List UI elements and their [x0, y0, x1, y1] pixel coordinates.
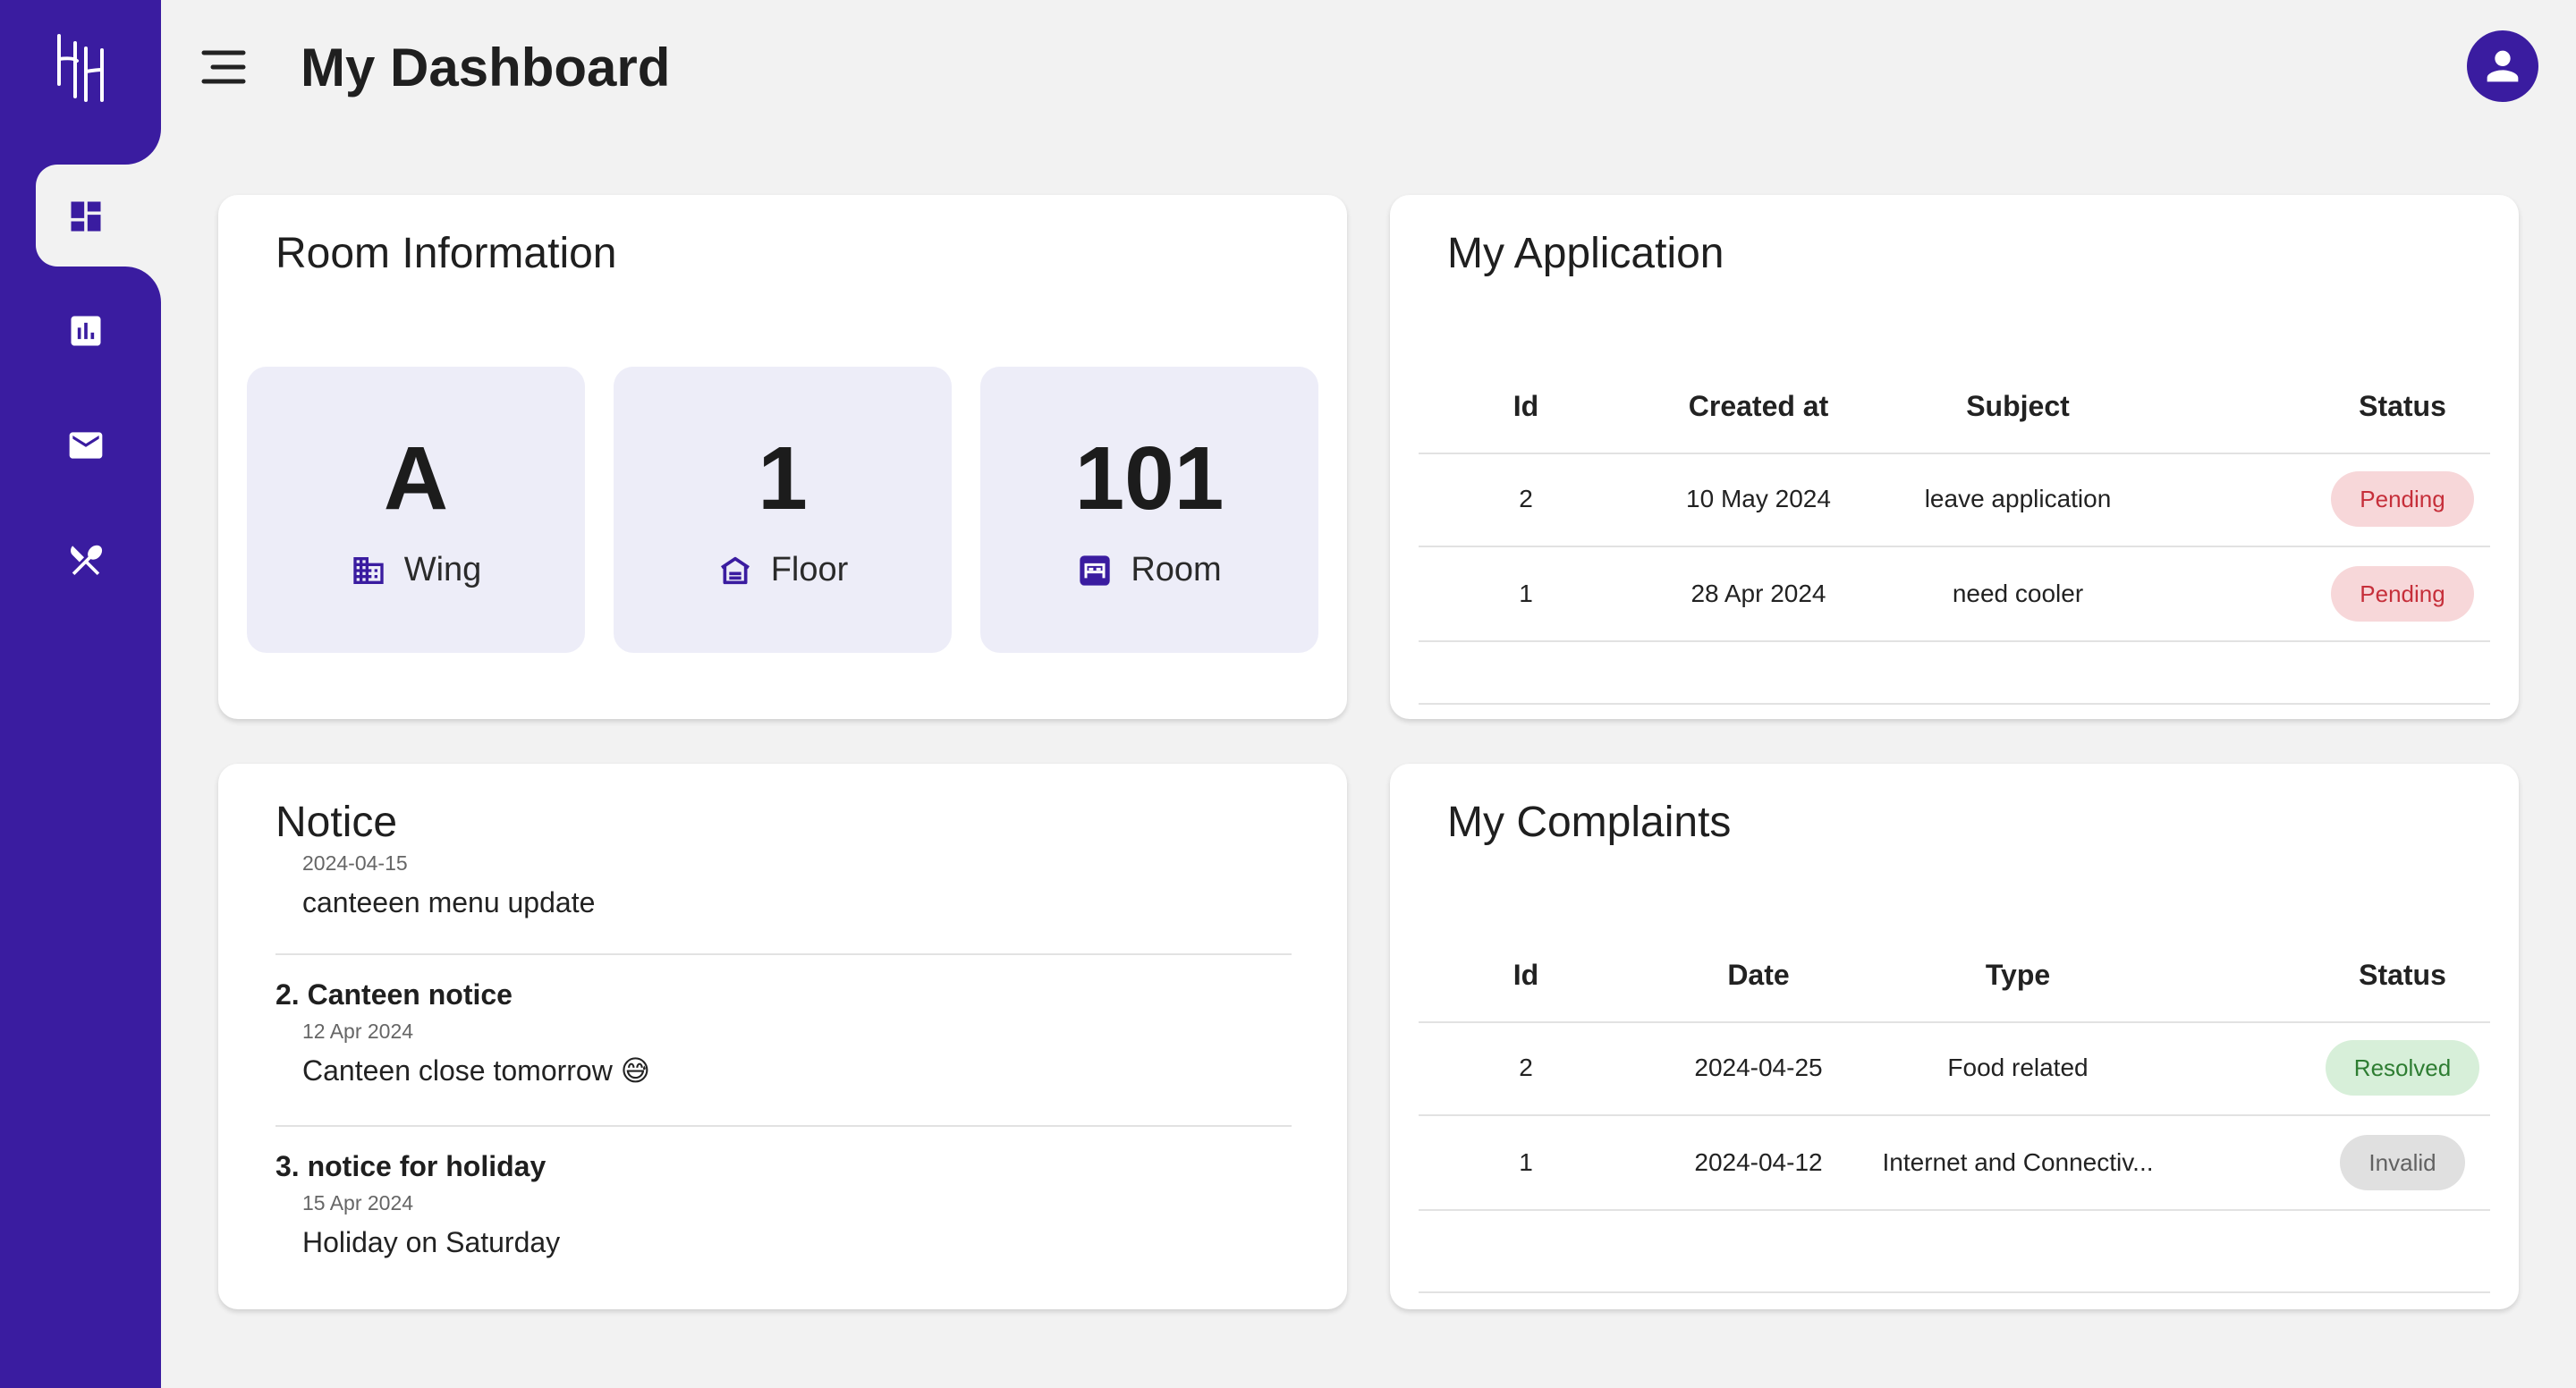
notice-date: 15 Apr 2024 — [302, 1191, 414, 1214]
notice-title: 2. Canteen notice — [275, 978, 513, 1011]
notice-date: 2024-04-15 — [302, 853, 408, 873]
cell-id: 2 — [1519, 1054, 1533, 1081]
room-tile: 101 Room — [980, 367, 1318, 653]
card-title: Notice — [275, 799, 398, 846]
building-icon — [353, 556, 384, 584]
sidebar-item-mail[interactable] — [54, 413, 118, 478]
header-status: Status — [2359, 958, 2446, 991]
header-subject: Subject — [1966, 389, 2070, 422]
cell-status: Pending — [2224, 453, 2519, 546]
notice-card: Notice 2024-04-15 canteeen menu update 2… — [218, 764, 1347, 1309]
header-type: Type — [1985, 958, 2051, 991]
status-badge: Resolved — [2325, 1040, 2480, 1096]
mail-icon — [69, 432, 103, 459]
wing-tile: A Wing — [247, 367, 585, 653]
cell-id: 1 — [1519, 580, 1533, 607]
person-icon — [2487, 50, 2519, 82]
notice-item[interactable]: 2024-04-15 canteeen menu update — [275, 853, 1292, 955]
menu-icon — [201, 50, 246, 84]
bar-chart-icon — [71, 316, 101, 346]
notice-date: 12 Apr 2024 — [302, 1020, 414, 1043]
hostel-logo — [57, 34, 104, 102]
table-empty-row — [1419, 1211, 2490, 1293]
table-row[interactable]: 1 2024-04-12 Internet and Connectiv... I… — [1419, 1116, 2490, 1211]
complaints-table: Id Date Type Status 2 2024-04-25 Food re… — [1419, 959, 2490, 1293]
cell-subject: need cooler — [1952, 580, 2084, 607]
cell-status: Invalid — [2224, 1116, 2519, 1209]
notice-body: Holiday on Saturday — [302, 1226, 561, 1258]
table-empty-row — [1419, 642, 2490, 705]
notice-body: canteeen menu update — [302, 886, 596, 918]
cell-created-at: 10 May 2024 — [1686, 485, 1831, 512]
sidebar — [0, 0, 161, 1388]
cell-id: 2 — [1519, 485, 1533, 512]
status-badge: Pending — [2331, 566, 2474, 622]
cell-type: Internet and Connectiv... — [1882, 1148, 2154, 1176]
user-avatar-button[interactable] — [2467, 30, 2538, 102]
restaurant-icon — [71, 545, 103, 576]
table-header: Id Created at Subject Status — [1419, 360, 2490, 454]
card-title: My Complaints — [1447, 799, 1732, 846]
table-row[interactable]: 1 28 Apr 2024 need cooler Pending — [1419, 547, 2490, 642]
my-application-card: My Application Id Created at Subject Sta… — [1390, 195, 2519, 719]
notice-list: 2024-04-15 canteeen menu update 2. Cante… — [275, 853, 1292, 1299]
header-status: Status — [2359, 389, 2446, 422]
cell-status: Pending — [2224, 547, 2519, 640]
dashboard-icon — [71, 201, 101, 232]
sidebar-item-analytics[interactable] — [54, 299, 118, 363]
sidebar-item-mess[interactable] — [54, 528, 118, 592]
wing-label: Wing — [403, 551, 482, 588]
cell-id: 1 — [1519, 1148, 1533, 1176]
cell-date: 2024-04-12 — [1694, 1148, 1823, 1176]
floor-value: 1 — [758, 428, 808, 529]
floor-tile: 1 Floor — [614, 367, 952, 653]
bed-icon — [1080, 554, 1110, 586]
floor-icon — [720, 556, 750, 584]
header-id: Id — [1513, 389, 1539, 422]
cell-subject: leave application — [1924, 485, 2112, 512]
notice-item[interactable]: 2. Canteen notice 12 Apr 2024 Canteen cl… — [275, 955, 1292, 1127]
status-badge: Invalid — [2340, 1135, 2465, 1190]
menu-toggle-button[interactable] — [197, 45, 250, 89]
room-label: Room — [1131, 551, 1222, 588]
table-header: Id Date Type Status — [1419, 928, 2490, 1023]
wing-value: A — [383, 428, 449, 529]
my-complaints-card: My Complaints Id Date Type Status 2 2024… — [1390, 764, 2519, 1309]
table-row[interactable]: 2 10 May 2024 leave application Pending — [1419, 453, 2490, 547]
cell-created-at: 28 Apr 2024 — [1690, 580, 1826, 607]
card-title: Room Information — [275, 230, 617, 277]
sidebar-item-dashboard[interactable] — [54, 184, 118, 249]
notice-body: Canteen close tomorrow 😅 — [302, 1054, 651, 1087]
notice-item[interactable]: 3. notice for holiday 15 Apr 2024 Holida… — [275, 1127, 1292, 1299]
cell-date: 2024-04-25 — [1694, 1054, 1823, 1081]
notice-title: 3. notice for holiday — [275, 1150, 547, 1182]
applications-table: Id Created at Subject Status 2 10 May 20… — [1419, 390, 2490, 705]
room-value: 101 — [1074, 428, 1224, 529]
cell-type: Food related — [1947, 1054, 2089, 1081]
header-date: Date — [1727, 958, 1790, 991]
card-title: My Application — [1447, 230, 1724, 277]
table-row[interactable]: 2 2024-04-25 Food related Resolved — [1419, 1021, 2490, 1116]
header-id: Id — [1513, 958, 1539, 991]
cell-status: Resolved — [2224, 1021, 2519, 1114]
floor-label: Floor — [770, 551, 849, 588]
header-created-at: Created at — [1688, 389, 1829, 422]
room-information-card: Room Information A Wing 1 Floor 101 Room — [218, 195, 1347, 719]
page-title: My Dashboard — [301, 38, 671, 97]
status-badge: Pending — [2331, 471, 2474, 527]
